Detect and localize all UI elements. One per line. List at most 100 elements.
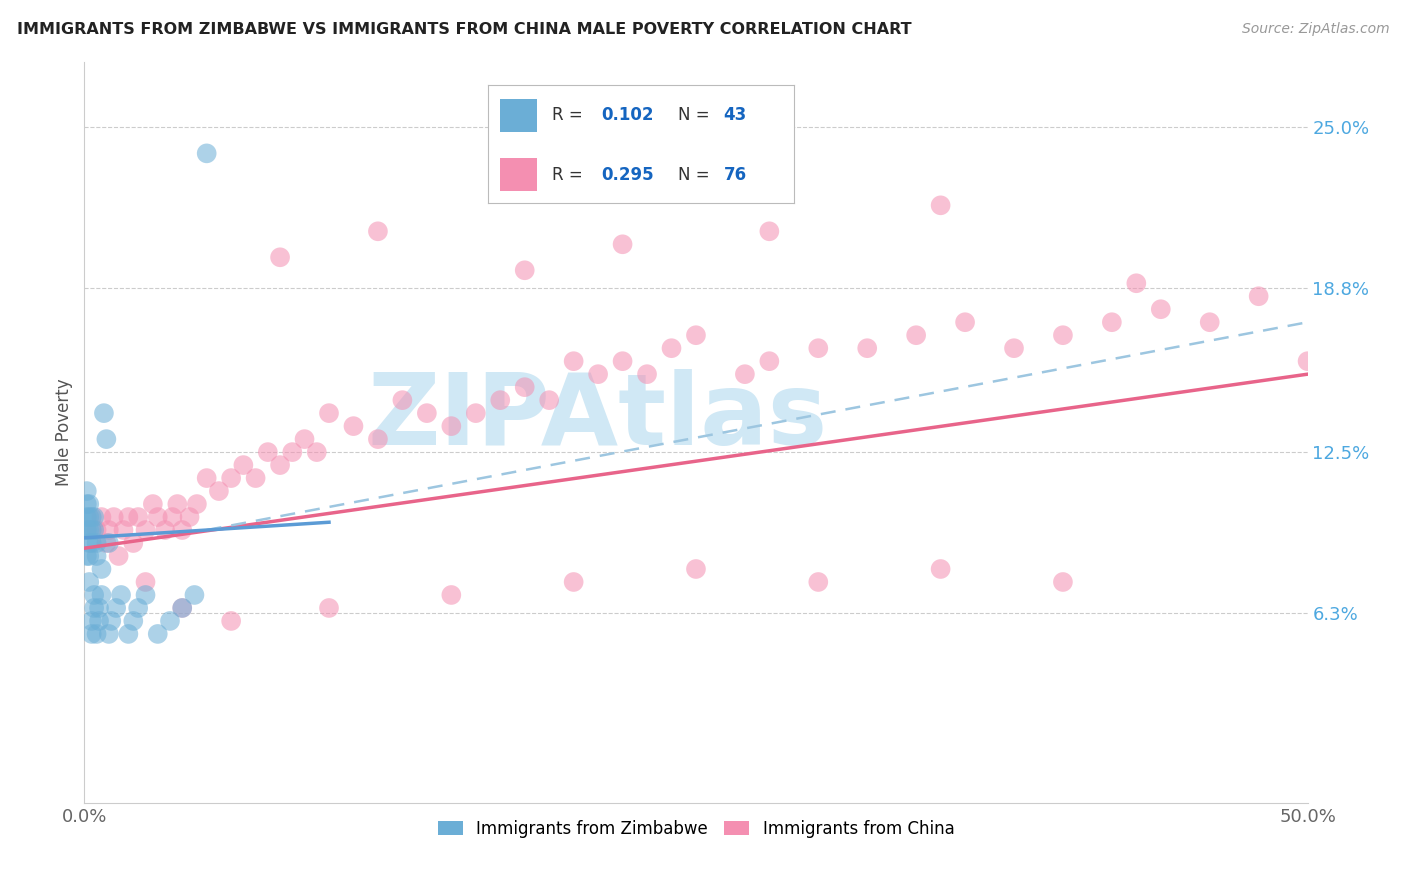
- Point: [232, 458, 254, 472]
- Point: [661, 341, 683, 355]
- Point: [76, 497, 98, 511]
- Point: [86, 549, 108, 563]
- Point: [77, 497, 100, 511]
- Point: [103, 510, 125, 524]
- Point: [90, 510, 112, 524]
- Point: [807, 574, 830, 589]
- Point: [117, 510, 139, 524]
- Point: [83, 510, 105, 524]
- Point: [219, 614, 242, 628]
- Point: [77, 510, 100, 524]
- Point: [318, 406, 340, 420]
- Point: [612, 354, 634, 368]
- Point: [122, 614, 145, 628]
- Point: [929, 562, 952, 576]
- Point: [172, 601, 194, 615]
- Point: [1052, 574, 1074, 589]
- Point: [440, 419, 463, 434]
- Point: [77, 523, 100, 537]
- Point: [77, 574, 100, 589]
- Point: [1296, 354, 1319, 368]
- Point: [734, 367, 756, 381]
- Text: IMMIGRANTS FROM ZIMBABWE VS IMMIGRANTS FROM CHINA MALE POVERTY CORRELATION CHART: IMMIGRANTS FROM ZIMBABWE VS IMMIGRANTS F…: [17, 22, 911, 37]
- Point: [489, 393, 512, 408]
- Point: [195, 146, 218, 161]
- Point: [76, 484, 98, 499]
- Point: [122, 536, 145, 550]
- Point: [80, 627, 103, 641]
- Point: [208, 484, 231, 499]
- Point: [135, 574, 157, 589]
- Point: [83, 588, 105, 602]
- Point: [305, 445, 328, 459]
- Point: [97, 523, 120, 537]
- Text: ZIPAtlas: ZIPAtlas: [368, 369, 828, 467]
- Point: [83, 601, 105, 615]
- Point: [80, 614, 103, 628]
- Point: [107, 549, 129, 563]
- Point: [97, 536, 120, 550]
- Point: [90, 588, 112, 602]
- Point: [83, 523, 105, 537]
- Point: [1002, 341, 1025, 355]
- Point: [76, 510, 98, 524]
- Point: [153, 523, 176, 537]
- Point: [90, 562, 112, 576]
- Point: [416, 406, 439, 420]
- Point: [86, 627, 108, 641]
- Point: [367, 432, 389, 446]
- Point: [219, 471, 242, 485]
- Point: [513, 263, 536, 277]
- Point: [1101, 315, 1123, 329]
- Point: [1125, 277, 1147, 291]
- Point: [159, 614, 181, 628]
- Point: [367, 224, 389, 238]
- Point: [269, 458, 291, 472]
- Point: [77, 549, 100, 563]
- Point: [758, 224, 780, 238]
- Point: [172, 523, 194, 537]
- Point: [127, 601, 149, 615]
- Point: [80, 523, 103, 537]
- Point: [245, 471, 267, 485]
- Point: [86, 536, 108, 550]
- Point: [685, 328, 707, 343]
- Point: [562, 354, 585, 368]
- Point: [318, 601, 340, 615]
- Point: [112, 523, 135, 537]
- Point: [80, 510, 103, 524]
- Point: [1247, 289, 1270, 303]
- Point: [807, 341, 830, 355]
- Point: [391, 393, 413, 408]
- Point: [96, 536, 118, 550]
- Point: [183, 588, 205, 602]
- Point: [1198, 315, 1220, 329]
- Point: [905, 328, 928, 343]
- Point: [87, 601, 110, 615]
- Point: [281, 445, 304, 459]
- Point: [562, 574, 585, 589]
- Point: [538, 393, 561, 408]
- Point: [135, 523, 157, 537]
- Point: [146, 627, 169, 641]
- Point: [87, 614, 110, 628]
- Point: [100, 614, 122, 628]
- Point: [127, 510, 149, 524]
- Point: [1052, 328, 1074, 343]
- Point: [294, 432, 316, 446]
- Point: [86, 523, 108, 537]
- Point: [162, 510, 184, 524]
- Point: [77, 536, 100, 550]
- Point: [513, 380, 536, 394]
- Y-axis label: Male Poverty: Male Poverty: [55, 379, 73, 486]
- Point: [440, 588, 463, 602]
- Point: [612, 237, 634, 252]
- Point: [80, 536, 103, 550]
- Point: [166, 497, 188, 511]
- Point: [929, 198, 952, 212]
- Point: [636, 367, 658, 381]
- Point: [172, 601, 194, 615]
- Legend: Immigrants from Zimbabwe, Immigrants from China: Immigrants from Zimbabwe, Immigrants fro…: [429, 812, 963, 847]
- Point: [76, 523, 98, 537]
- Point: [856, 341, 879, 355]
